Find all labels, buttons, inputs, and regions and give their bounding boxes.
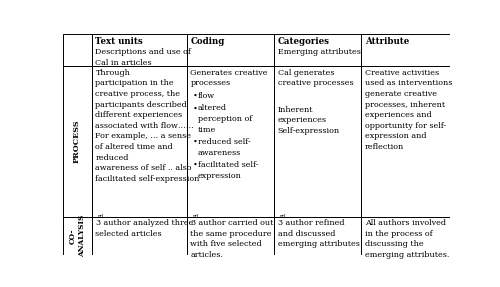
Text: participation in the: participation in the <box>96 79 174 87</box>
Text: expression and: expression and <box>365 132 426 140</box>
Text: All authors involved: All authors involved <box>365 219 446 227</box>
Text: facilitated self-expression: facilitated self-expression <box>96 175 200 183</box>
Text: of altered time and: of altered time and <box>96 143 173 151</box>
Text: 3: 3 <box>278 219 282 227</box>
Bar <box>361 67 450 217</box>
Text: flow: flow <box>198 92 215 100</box>
Text: Emerging attributes: Emerging attributes <box>278 48 360 56</box>
Text: 3: 3 <box>96 219 100 227</box>
Text: in the process of: in the process of <box>365 230 432 238</box>
Text: creative process, the: creative process, the <box>96 90 180 98</box>
Text: used as interventions: used as interventions <box>365 79 452 87</box>
Bar <box>274 217 361 255</box>
Text: •: • <box>192 104 198 113</box>
Text: CO-
ANALYSIS: CO- ANALYSIS <box>68 215 86 257</box>
Bar <box>274 34 361 67</box>
Text: Cal in articles: Cal in articles <box>96 59 152 67</box>
Text: facilitated self-: facilitated self- <box>198 161 258 169</box>
Bar <box>186 67 274 217</box>
Text: experiences: experiences <box>278 117 326 125</box>
Text: participants described: participants described <box>96 100 187 108</box>
Text: articles.: articles. <box>190 251 223 259</box>
Text: PROCESS: PROCESS <box>73 120 81 163</box>
Bar <box>62 34 92 67</box>
Text: reduced: reduced <box>96 154 129 162</box>
Text: Categories: Categories <box>278 37 330 46</box>
Text: Self-expression: Self-expression <box>278 127 340 135</box>
Text: •: • <box>192 92 198 100</box>
Text: •: • <box>192 138 198 146</box>
Text: discussing the: discussing the <box>365 240 424 248</box>
Text: awareness of self .. also: awareness of self .. also <box>96 164 192 172</box>
Bar <box>186 34 274 67</box>
Text: emerging attributes.: emerging attributes. <box>365 251 449 259</box>
Bar <box>186 217 274 255</box>
Text: processes, inherent: processes, inherent <box>365 100 445 108</box>
Bar <box>274 67 361 217</box>
Text: Cal generates: Cal generates <box>278 69 334 77</box>
Text: Text units: Text units <box>96 37 143 46</box>
Text: emerging attributes: emerging attributes <box>278 240 359 248</box>
Text: with five selected: with five selected <box>190 240 262 248</box>
Text: rd: rd <box>98 214 104 220</box>
Text: experiences and: experiences and <box>365 111 432 119</box>
Bar <box>62 67 92 217</box>
Text: rd: rd <box>280 214 286 220</box>
Text: associated with flow……: associated with flow…… <box>96 122 194 130</box>
Text: Through: Through <box>96 69 130 77</box>
Text: reduced self-: reduced self- <box>198 138 251 146</box>
Text: 3: 3 <box>190 219 196 227</box>
Text: different experiences: different experiences <box>96 111 182 119</box>
Text: and discussed: and discussed <box>278 230 335 238</box>
Text: generate creative: generate creative <box>365 90 437 98</box>
Text: Descriptions and use of: Descriptions and use of <box>96 48 192 56</box>
Text: selected articles: selected articles <box>96 230 162 238</box>
Text: author analyzed three: author analyzed three <box>102 219 194 227</box>
Text: opportunity for self-: opportunity for self- <box>365 122 446 130</box>
Text: awareness: awareness <box>198 149 242 157</box>
Bar <box>92 217 186 255</box>
Text: Generates creative: Generates creative <box>190 69 268 77</box>
Text: expression: expression <box>198 172 242 180</box>
Text: author refined: author refined <box>284 219 345 227</box>
Text: reflection: reflection <box>365 143 404 151</box>
Text: Creative activities: Creative activities <box>365 69 439 77</box>
Text: author carried out: author carried out <box>196 219 274 227</box>
Text: processes: processes <box>190 79 230 87</box>
Text: time: time <box>198 126 216 134</box>
Text: perception of: perception of <box>198 115 252 123</box>
Text: Coding: Coding <box>190 37 225 46</box>
Text: the same procedure: the same procedure <box>190 230 272 238</box>
Text: altered: altered <box>198 104 227 113</box>
Text: rd: rd <box>192 214 199 220</box>
Text: creative processes: creative processes <box>278 79 353 87</box>
Bar <box>62 217 92 255</box>
Text: •: • <box>192 161 198 169</box>
Text: Inherent: Inherent <box>278 106 313 114</box>
Bar <box>92 67 186 217</box>
Bar <box>361 34 450 67</box>
Bar <box>92 34 186 67</box>
Text: Attribute: Attribute <box>365 37 409 46</box>
Text: For example, … a sense: For example, … a sense <box>96 132 192 140</box>
Bar <box>361 217 450 255</box>
